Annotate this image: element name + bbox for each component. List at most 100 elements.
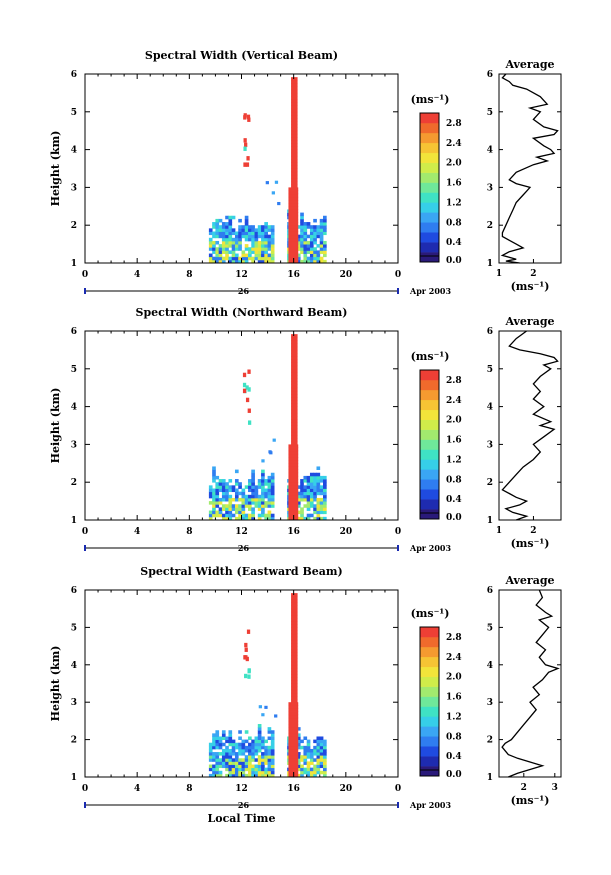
heatmap-cell (319, 225, 324, 229)
heatmap-cell (288, 758, 299, 762)
heatmap-cell (291, 162, 298, 166)
heatmap-cell (303, 767, 308, 772)
heatmap-cell (323, 250, 327, 254)
heatmap-cell (241, 745, 246, 750)
heatmap-cell (231, 228, 236, 232)
heatmap-cell (291, 614, 298, 619)
heatmap-cell (212, 758, 216, 762)
heatmap-cell (270, 494, 275, 499)
heatmap-cell (313, 507, 317, 511)
colorbar-unit: (ms⁻¹) (411, 350, 450, 363)
heatmap-cell (309, 240, 314, 245)
heatmap-cell (319, 234, 324, 239)
heatmap-cell (267, 259, 272, 264)
heatmap-cell (248, 237, 252, 242)
heatmap-cell (300, 485, 304, 489)
heatmap-cell (264, 755, 268, 759)
heatmap-cell (291, 174, 298, 179)
heatmap-cell (212, 739, 216, 744)
heatmap-cell (309, 501, 314, 505)
colorbar-swatch (420, 459, 439, 470)
heatmap-cell (228, 513, 233, 518)
heatmap-cell (309, 259, 314, 264)
heatmap-cell (291, 159, 298, 163)
heatmap-cell (313, 497, 317, 502)
heatmap-cell (291, 130, 298, 135)
heatmap-cell (313, 767, 317, 772)
heatmap-cell (264, 504, 268, 508)
heatmap-cell (244, 767, 249, 772)
heatmap-cell (323, 225, 327, 229)
heatmap-cell (225, 497, 229, 502)
heatmap-cell (212, 231, 216, 236)
heatmap-cell (241, 516, 246, 521)
heatmap-cell (257, 250, 262, 254)
heatmap-cell (291, 671, 298, 675)
heatmap-cell (248, 494, 252, 499)
y-tick-label: 5 (71, 365, 77, 375)
heatmap-cell (244, 764, 249, 769)
heatmap-cell (296, 256, 301, 261)
heatmap-cell (291, 83, 298, 87)
heatmap-cell (291, 403, 298, 407)
heatmap-cell (251, 231, 255, 236)
heatmap-cell (221, 237, 226, 242)
heatmap-cell (245, 397, 250, 403)
heatmap-cell (270, 758, 275, 762)
x-tick-label: 8 (186, 527, 192, 537)
heatmap-cell (291, 371, 298, 376)
colorbar-tick-label: 0.4 (446, 752, 462, 762)
heatmap-cell (212, 250, 216, 254)
heatmap-cell (228, 228, 233, 232)
heatmap-cell (300, 215, 304, 220)
heatmap-cell (251, 228, 255, 232)
heatmap-cell (254, 758, 259, 762)
heatmap-cell (316, 479, 321, 483)
heatmap-cell (303, 240, 308, 245)
heatmap-cell (234, 244, 239, 248)
heatmap-cell (291, 680, 298, 684)
heatmap-cell (238, 225, 242, 229)
heatmap-cell (238, 752, 242, 756)
heatmap-cell (270, 761, 275, 765)
heatmap-cell (261, 736, 265, 740)
heatmap-cell (238, 234, 242, 239)
heatmap-cell (300, 218, 304, 223)
heatmap-cell (316, 770, 321, 775)
heatmap-cell (261, 482, 265, 486)
heatmap-cell (238, 504, 242, 508)
heatmap-cell (234, 256, 239, 261)
heatmap-cell (313, 472, 317, 477)
heatmap-cell (270, 739, 275, 744)
heatmap-cell (264, 256, 268, 261)
heatmap-cell (291, 140, 298, 144)
heatmap-cell (228, 773, 233, 778)
heatmap-cell (251, 507, 255, 511)
heatmap-cell (231, 240, 236, 245)
heatmap-cell (244, 730, 249, 734)
heatmap-cell (291, 602, 298, 606)
heatmap-cell (291, 137, 298, 141)
heatmap-cell (303, 259, 308, 264)
heatmap-cell (234, 773, 239, 778)
heatmap-cell (248, 513, 252, 518)
heatmap-cell (309, 247, 314, 251)
heatmap-cell (218, 225, 223, 229)
heatmap-cell (215, 752, 220, 756)
heatmap-cell (238, 507, 242, 511)
heatmap-cell (221, 494, 226, 499)
heatmap-cell (306, 764, 311, 769)
heatmap-cell (288, 463, 299, 467)
x-tick-label: 16 (287, 270, 300, 280)
heatmap-cell (257, 736, 262, 740)
heatmap-cell (270, 736, 275, 740)
heatmap-cell (291, 422, 298, 426)
colorbar-tick-label: 1.6 (446, 179, 462, 189)
colorbar-swatch (420, 122, 439, 134)
heatmap-cell (291, 340, 298, 344)
colorbar-swatch (420, 429, 439, 440)
heatmap-cell (234, 494, 239, 499)
heatmap-cell (291, 77, 298, 81)
heatmap-cell (228, 770, 233, 775)
heatmap-cell (231, 237, 236, 242)
